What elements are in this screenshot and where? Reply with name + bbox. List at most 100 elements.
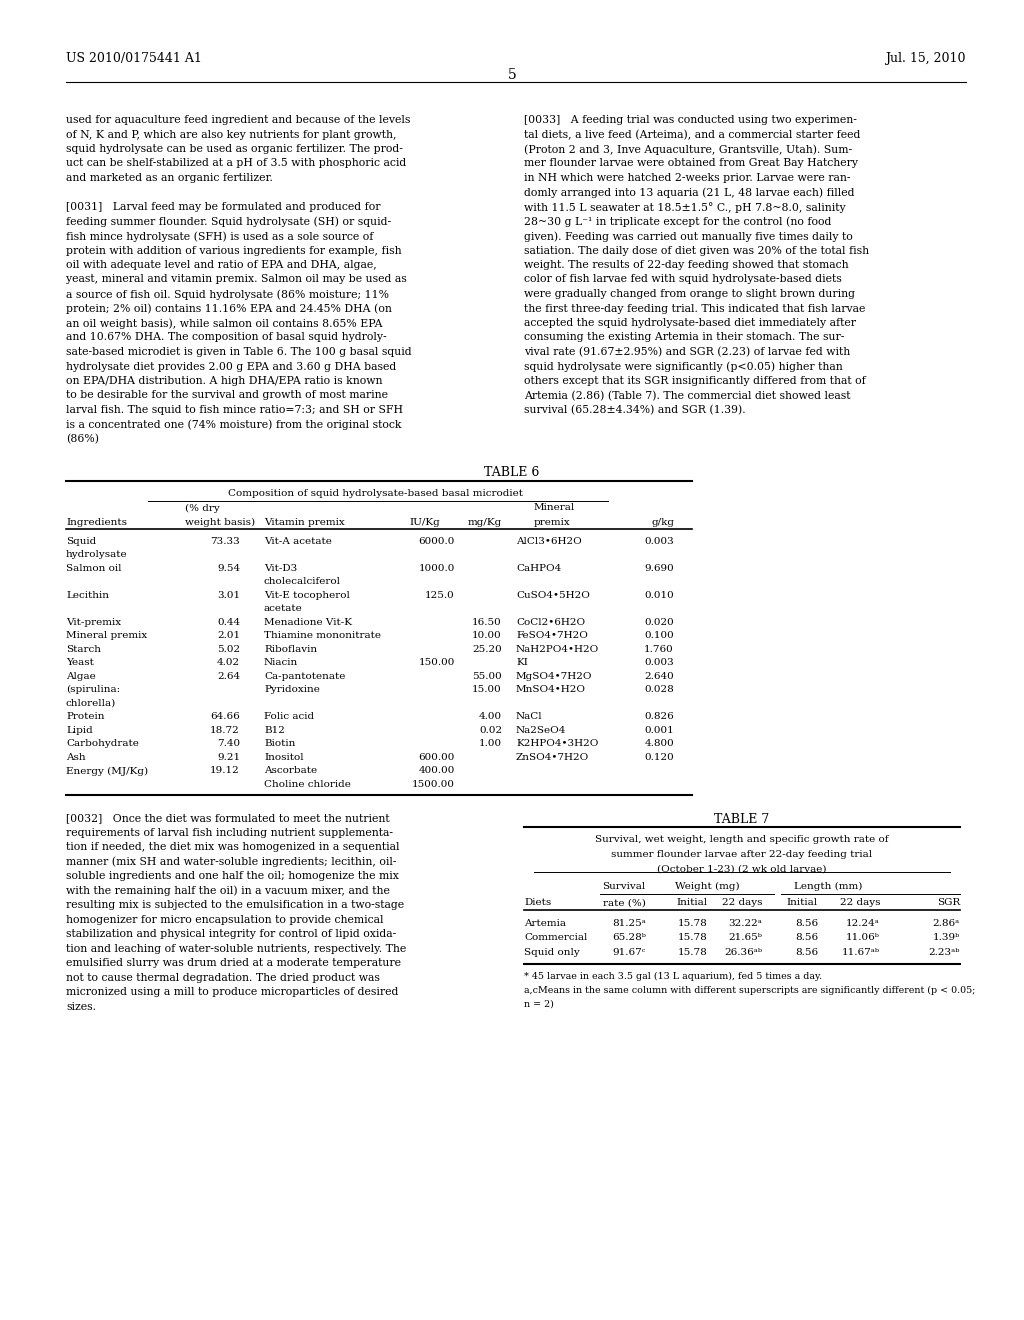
Text: stabilization and physical integrity for control of lipid oxida-: stabilization and physical integrity for…	[66, 929, 396, 940]
Text: 8.56: 8.56	[795, 948, 818, 957]
Text: 2.64: 2.64	[217, 672, 240, 681]
Text: (86%): (86%)	[66, 434, 99, 445]
Text: used for aquaculture feed ingredient and because of the levels: used for aquaculture feed ingredient and…	[66, 115, 411, 125]
Text: AlCl3•6H2O: AlCl3•6H2O	[516, 537, 582, 546]
Text: 0.003: 0.003	[644, 537, 674, 546]
Text: FeSO4•7H2O: FeSO4•7H2O	[516, 631, 588, 640]
Text: NaCl: NaCl	[516, 713, 543, 721]
Text: MnSO4•H2O: MnSO4•H2O	[516, 685, 586, 694]
Text: 0.44: 0.44	[217, 618, 240, 627]
Text: CuSO4•5H2O: CuSO4•5H2O	[516, 591, 590, 599]
Text: n = 2): n = 2)	[524, 999, 554, 1008]
Text: 6000.0: 6000.0	[419, 537, 455, 546]
Text: CoCl2•6H2O: CoCl2•6H2O	[516, 618, 585, 627]
Text: 9.54: 9.54	[217, 564, 240, 573]
Text: Artemia (2.86) (Table 7). The commercial diet showed least: Artemia (2.86) (Table 7). The commercial…	[524, 391, 851, 401]
Text: 9.21: 9.21	[217, 752, 240, 762]
Text: 0.001: 0.001	[644, 726, 674, 735]
Text: Menadione Vit-K: Menadione Vit-K	[264, 618, 352, 627]
Text: the first three-day feeding trial. This indicated that fish larvae: the first three-day feeding trial. This …	[524, 304, 865, 314]
Text: Length (mm): Length (mm)	[794, 882, 862, 891]
Text: micronized using a mill to produce microparticles of desired: micronized using a mill to produce micro…	[66, 987, 398, 998]
Text: Protein: Protein	[66, 713, 104, 721]
Text: 0.010: 0.010	[644, 591, 674, 599]
Text: uct can be shelf-stabilized at a pH of 3.5 with phosphoric acid: uct can be shelf-stabilized at a pH of 3…	[66, 158, 407, 169]
Text: rate (%): rate (%)	[603, 898, 646, 907]
Text: Algae: Algae	[66, 672, 96, 681]
Text: 0.120: 0.120	[644, 752, 674, 762]
Text: sate-based microdiet is given in Table 6. The 100 g basal squid: sate-based microdiet is given in Table 6…	[66, 347, 412, 356]
Text: Mineral premix: Mineral premix	[66, 631, 147, 640]
Text: 600.00: 600.00	[419, 752, 455, 762]
Text: Initial: Initial	[786, 898, 818, 907]
Text: Artemia: Artemia	[524, 919, 566, 928]
Text: SGR: SGR	[937, 898, 961, 907]
Text: KI: KI	[516, 659, 528, 668]
Text: * 45 larvae in each 3.5 gal (13 L aquarium), fed 5 times a day.: * 45 larvae in each 3.5 gal (13 L aquari…	[524, 973, 822, 981]
Text: 18.72: 18.72	[210, 726, 240, 735]
Text: 8.56: 8.56	[795, 919, 818, 928]
Text: 2.23ᵃᵇ: 2.23ᵃᵇ	[929, 948, 961, 957]
Text: 28~30 g L⁻¹ in triplicate except for the control (no food: 28~30 g L⁻¹ in triplicate except for the…	[524, 216, 831, 227]
Text: in NH which were hatched 2-weeks prior. Larvae were ran-: in NH which were hatched 2-weeks prior. …	[524, 173, 851, 183]
Text: ZnSO4•7H2O: ZnSO4•7H2O	[516, 752, 589, 762]
Text: Ash: Ash	[66, 752, 86, 762]
Text: 2.86ᵃ: 2.86ᵃ	[933, 919, 961, 928]
Text: (October 1-23) (2 wk old larvae): (October 1-23) (2 wk old larvae)	[657, 865, 826, 874]
Text: 1.760: 1.760	[644, 645, 674, 653]
Text: g/kg: g/kg	[651, 517, 674, 527]
Text: 15.78: 15.78	[678, 933, 708, 942]
Text: emulsified slurry was drum dried at a moderate temperature: emulsified slurry was drum dried at a mo…	[66, 958, 401, 969]
Text: protein with addition of various ingredients for example, fish: protein with addition of various ingredi…	[66, 246, 401, 256]
Text: hydrolysate diet provides 2.00 g EPA and 3.60 g DHA based: hydrolysate diet provides 2.00 g EPA and…	[66, 362, 396, 371]
Text: Commercial: Commercial	[524, 933, 588, 942]
Text: 1.00: 1.00	[479, 739, 502, 748]
Text: 15.00: 15.00	[472, 685, 502, 694]
Text: 11.67ᵃᵇ: 11.67ᵃᵇ	[842, 948, 880, 957]
Text: (spirulina:: (spirulina:	[66, 685, 120, 694]
Text: requirements of larval fish including nutrient supplementa-: requirements of larval fish including nu…	[66, 828, 393, 838]
Text: 0.02: 0.02	[479, 726, 502, 735]
Text: feeding summer flounder. Squid hydrolysate (SH) or squid-: feeding summer flounder. Squid hydrolysa…	[66, 216, 391, 227]
Text: 1.39ᵇ: 1.39ᵇ	[933, 933, 961, 942]
Text: Niacin: Niacin	[264, 659, 298, 668]
Text: Energy (MJ/Kg): Energy (MJ/Kg)	[66, 767, 148, 776]
Text: weight. The results of 22-day feeding showed that stomach: weight. The results of 22-day feeding sh…	[524, 260, 849, 271]
Text: manner (mix SH and water-soluble ingredients; lecithin, oil-: manner (mix SH and water-soluble ingredi…	[66, 857, 396, 867]
Text: 91.67ᶜ: 91.67ᶜ	[612, 948, 646, 957]
Text: Ca-pantotenate: Ca-pantotenate	[264, 672, 345, 681]
Text: 64.66: 64.66	[210, 713, 240, 721]
Text: Jul. 15, 2010: Jul. 15, 2010	[886, 51, 966, 65]
Text: with 11.5 L seawater at 18.5±1.5° C., pH 7.8~8.0, salinity: with 11.5 L seawater at 18.5±1.5° C., pH…	[524, 202, 846, 213]
Text: domly arranged into 13 aquaria (21 L, 48 larvae each) filled: domly arranged into 13 aquaria (21 L, 48…	[524, 187, 854, 198]
Text: Weight (mg): Weight (mg)	[675, 882, 739, 891]
Text: is a concentrated one (74% moisture) from the original stock: is a concentrated one (74% moisture) fro…	[66, 420, 401, 430]
Text: others except that its SGR insignificantly differed from that of: others except that its SGR insignificant…	[524, 376, 865, 385]
Text: summer flounder larvae after 22-day feeding trial: summer flounder larvae after 22-day feed…	[611, 850, 872, 859]
Text: 2.01: 2.01	[217, 631, 240, 640]
Text: of N, K and P, which are also key nutrients for plant growth,: of N, K and P, which are also key nutrie…	[66, 129, 396, 140]
Text: resulting mix is subjected to the emulsification in a two-stage: resulting mix is subjected to the emulsi…	[66, 900, 404, 911]
Text: 0.100: 0.100	[644, 631, 674, 640]
Text: CaHPO4: CaHPO4	[516, 564, 561, 573]
Text: Lipid: Lipid	[66, 726, 93, 735]
Text: MgSO4•7H2O: MgSO4•7H2O	[516, 672, 593, 681]
Text: 55.00: 55.00	[472, 672, 502, 681]
Text: (Proton 2 and 3, Inve Aquaculture, Grantsville, Utah). Sum-: (Proton 2 and 3, Inve Aquaculture, Grant…	[524, 144, 852, 154]
Text: Riboflavin: Riboflavin	[264, 645, 317, 653]
Text: consuming the existing Artemia in their stomach. The sur-: consuming the existing Artemia in their …	[524, 333, 845, 342]
Text: acetate: acetate	[264, 605, 303, 614]
Text: to be desirable for the survival and growth of most marine: to be desirable for the survival and gro…	[66, 391, 388, 400]
Text: 7.40: 7.40	[217, 739, 240, 748]
Text: 73.33: 73.33	[210, 537, 240, 546]
Text: Squid only: Squid only	[524, 948, 580, 957]
Text: 3.01: 3.01	[217, 591, 240, 599]
Text: squid hydrolysate were significantly (p<0.05) higher than: squid hydrolysate were significantly (p<…	[524, 362, 843, 372]
Text: larval fish. The squid to fish mince ratio=7:3; and SH or SFH: larval fish. The squid to fish mince rat…	[66, 405, 403, 414]
Text: 150.00: 150.00	[419, 659, 455, 668]
Text: were gradually changed from orange to slight brown during: were gradually changed from orange to sl…	[524, 289, 855, 300]
Text: TABLE 7: TABLE 7	[715, 813, 770, 826]
Text: Yeast: Yeast	[66, 659, 94, 668]
Text: vival rate (91.67±2.95%) and SGR (2.23) of larvae fed with: vival rate (91.67±2.95%) and SGR (2.23) …	[524, 347, 850, 358]
Text: 2.640: 2.640	[644, 672, 674, 681]
